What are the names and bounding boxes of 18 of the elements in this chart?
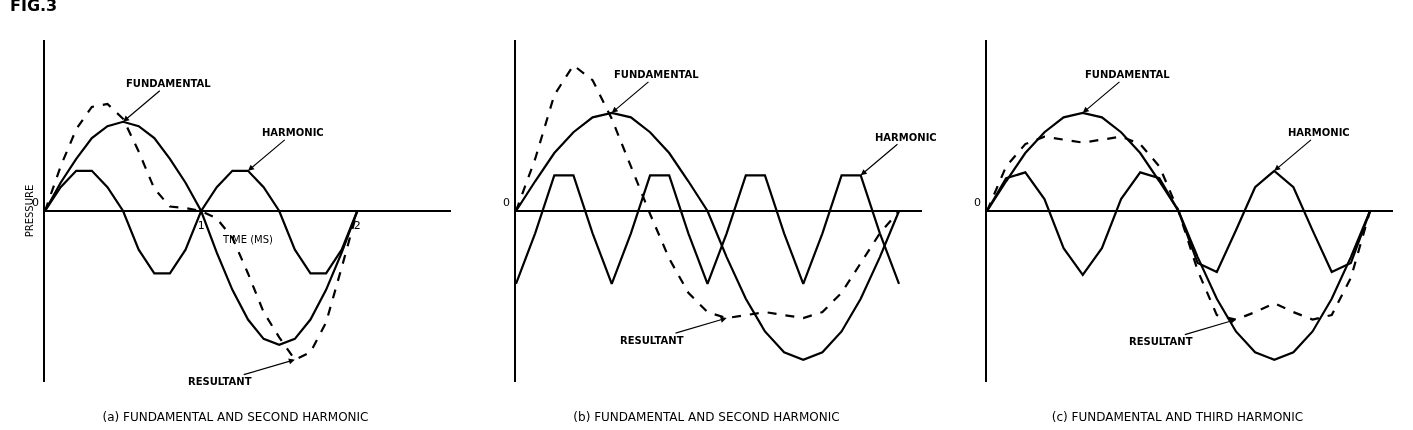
text: RESULTANT	[1129, 336, 1193, 347]
text: 0	[503, 196, 510, 209]
caption: FIG.3	[10, 0, 58, 15]
text: RESULTANT	[188, 376, 252, 387]
text: (c) FUNDAMENTAL AND THIRD HARMONIC	[1051, 410, 1304, 425]
text: (b) FUNDAMENTAL AND SECOND HARMONIC	[573, 410, 840, 425]
text: FUNDAMENTAL	[614, 69, 700, 80]
x-tick-label: 1	[197, 218, 205, 232]
text: 0	[974, 196, 981, 209]
text: RESULTANT	[620, 335, 684, 346]
text: FUNDAMENTAL	[1085, 69, 1171, 80]
x-tick-label: 2	[353, 218, 361, 232]
text: HARMONIC	[875, 132, 937, 143]
text: (a) FUNDAMENTAL AND SECOND HARMONIC	[102, 410, 369, 425]
text: HARMONIC	[262, 127, 324, 138]
text: HARMONIC	[1288, 127, 1350, 138]
text: 0	[32, 196, 39, 209]
text: FUNDAMENTAL	[126, 78, 212, 89]
